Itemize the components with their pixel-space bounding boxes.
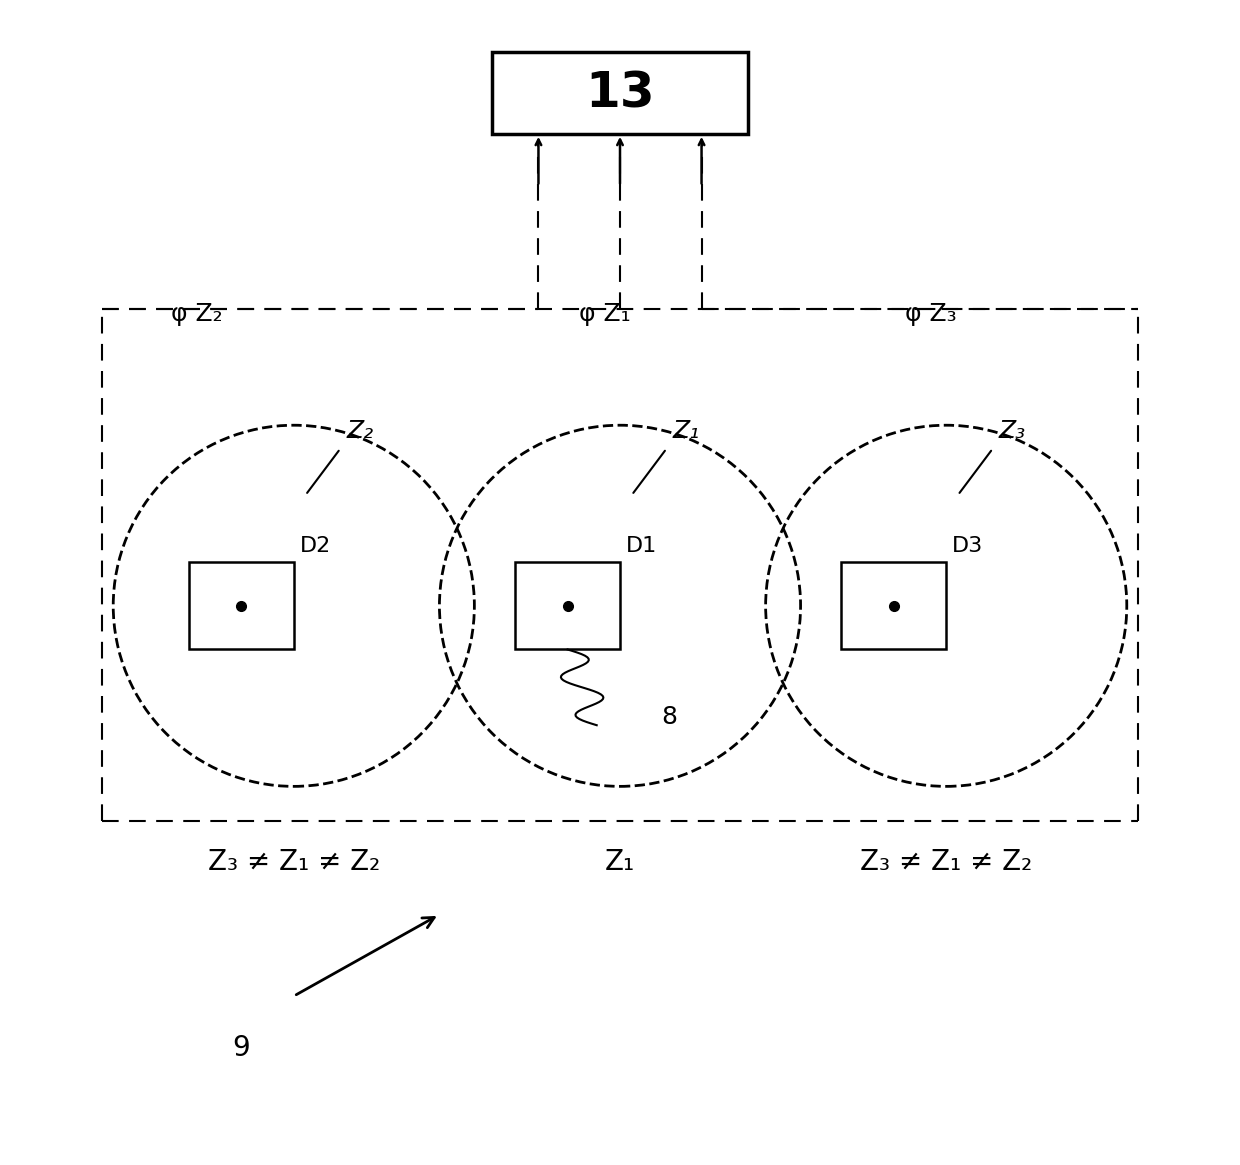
Text: Z₃ ≠ Z₁ ≠ Z₂: Z₃ ≠ Z₁ ≠ Z₂ [861, 848, 1033, 876]
Text: Z₃: Z₃ [998, 418, 1025, 443]
Text: φ Z₂: φ Z₂ [171, 302, 223, 326]
Text: Z₁: Z₁ [605, 848, 635, 876]
Text: D3: D3 [952, 536, 983, 557]
Text: Z₂: Z₂ [346, 418, 373, 443]
Text: 9: 9 [232, 1035, 250, 1062]
Text: φ Z₁: φ Z₁ [579, 302, 631, 326]
Text: φ Z₃: φ Z₃ [905, 302, 957, 326]
Text: 8: 8 [661, 705, 677, 729]
FancyBboxPatch shape [842, 563, 946, 650]
FancyBboxPatch shape [492, 52, 748, 134]
Text: Z₃ ≠ Z₁ ≠ Z₂: Z₃ ≠ Z₁ ≠ Z₂ [207, 848, 379, 876]
Text: D2: D2 [300, 536, 331, 557]
FancyBboxPatch shape [188, 563, 294, 650]
Text: 13: 13 [585, 69, 655, 118]
Text: Z₁: Z₁ [672, 418, 699, 443]
Text: D1: D1 [626, 536, 657, 557]
FancyBboxPatch shape [515, 563, 620, 650]
